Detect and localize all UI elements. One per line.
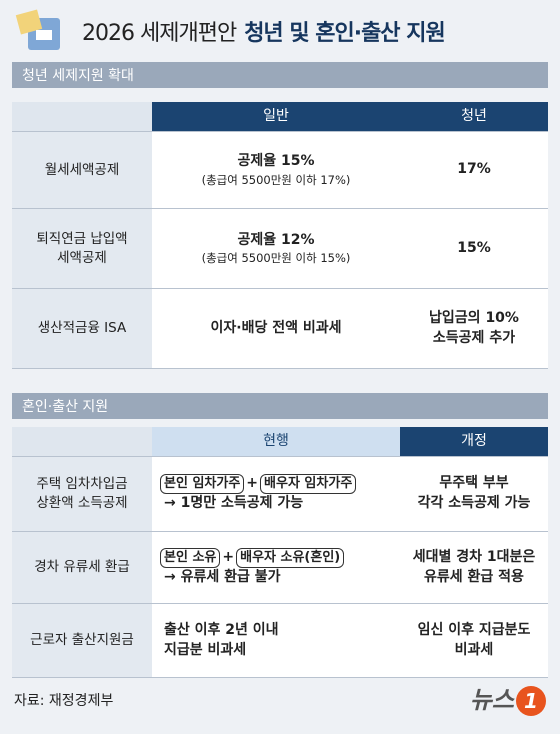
section-heading: 청년 세제지원 확대 [12, 62, 548, 88]
cell: 본인 임차가주 + 배우자 임차가주 → 1명만 소득공제 가능 [152, 457, 400, 532]
cell: 17% [400, 132, 548, 209]
source: 자료: 재정경제부 [14, 693, 114, 709]
icon [15, 9, 60, 50]
row-label: 퇴직연금 납입액 세액공제 [12, 209, 152, 289]
condition-box: 배우자 임차가주 [260, 474, 357, 495]
title-bold: 청년 및 혼인·출산 지원 [244, 21, 445, 46]
column-header: 개정 [400, 427, 548, 457]
cell-text: 공제율 12% [237, 231, 315, 248]
condition-box: 본인 임차가주 [160, 474, 245, 495]
cell-text: → 1명만 소득공제 가능 [164, 495, 304, 512]
cell: 출산 이후 2년 이내 지급분 비과세 [152, 604, 400, 678]
cell: 공제율 12% (총급여 5500만원 이하 15%) [152, 209, 400, 289]
cell: 공제율 15% (총급여 5500만원 이하 17%) [152, 132, 400, 209]
row-label: 월세세액공제 [12, 132, 152, 209]
cell: 15% [400, 209, 548, 289]
table: 현행 개정 주택 임차차입금 상환액 소득공제 본인 임차가주 + 배우자 임차가주 → 1… [12, 427, 548, 678]
cell: 납입금의 10% 소득공제 추가 [400, 289, 548, 369]
box-line: 본인 임차가주 + 배우자 임차가주 [160, 474, 357, 495]
column-header: 청년 [400, 102, 548, 132]
cell: 무주택 부부 각각 소득공제 가능 [400, 457, 548, 532]
title: 2026 세제개편안 청년 및 혼인·출산 지원 [0, 0, 560, 62]
header-cell [12, 102, 152, 132]
cell: 세대별 경차 1대분은 유류세 환급 적용 [400, 532, 548, 604]
cell-text: 이자·배당 전액 비과세 [210, 319, 342, 336]
brand-text: 뉴스 [469, 686, 514, 714]
condition-box: 배우자 소유(혼인) [236, 547, 345, 568]
plus: + [222, 548, 235, 565]
section-heading: 혼인·출산 지원 [12, 393, 548, 419]
cell: 본인 소유 + 배우자 소유(혼인) → 유류세 환급 불가 [152, 532, 400, 604]
cell-text: → 유류세 환급 불가 [164, 568, 281, 585]
cell-text: 공제율 15% [237, 153, 315, 170]
brand-logo: 뉴스 1 [470, 680, 546, 716]
row-label: 주택 임차차입금 상환액 소득공제 [12, 457, 152, 532]
brand-number: 1 [516, 686, 546, 716]
column-header: 현행 [152, 427, 400, 457]
cell: 임신 이후 지급분도 비과세 [400, 604, 548, 678]
box-line: 본인 소유 + 배우자 소유(혼인) [160, 547, 345, 568]
cell-note: (총급여 5500만원 이하 15%) [201, 251, 351, 266]
column-header: 일반 [152, 102, 400, 132]
title-light: 2026 세제개편안 [82, 21, 237, 46]
condition-box: 본인 소유 [160, 547, 221, 568]
cell: 이자·배당 전액 비과세 [152, 289, 400, 369]
row-label: 생산적금융 ISA [12, 289, 152, 369]
row-label: 경차 유류세 환급 [12, 532, 152, 604]
header-cell [12, 427, 152, 457]
cell-note: (총급여 5500만원 이하 17%) [201, 172, 351, 187]
plus: + [246, 475, 259, 492]
row-label: 근로자 출산지원금 [12, 604, 152, 678]
